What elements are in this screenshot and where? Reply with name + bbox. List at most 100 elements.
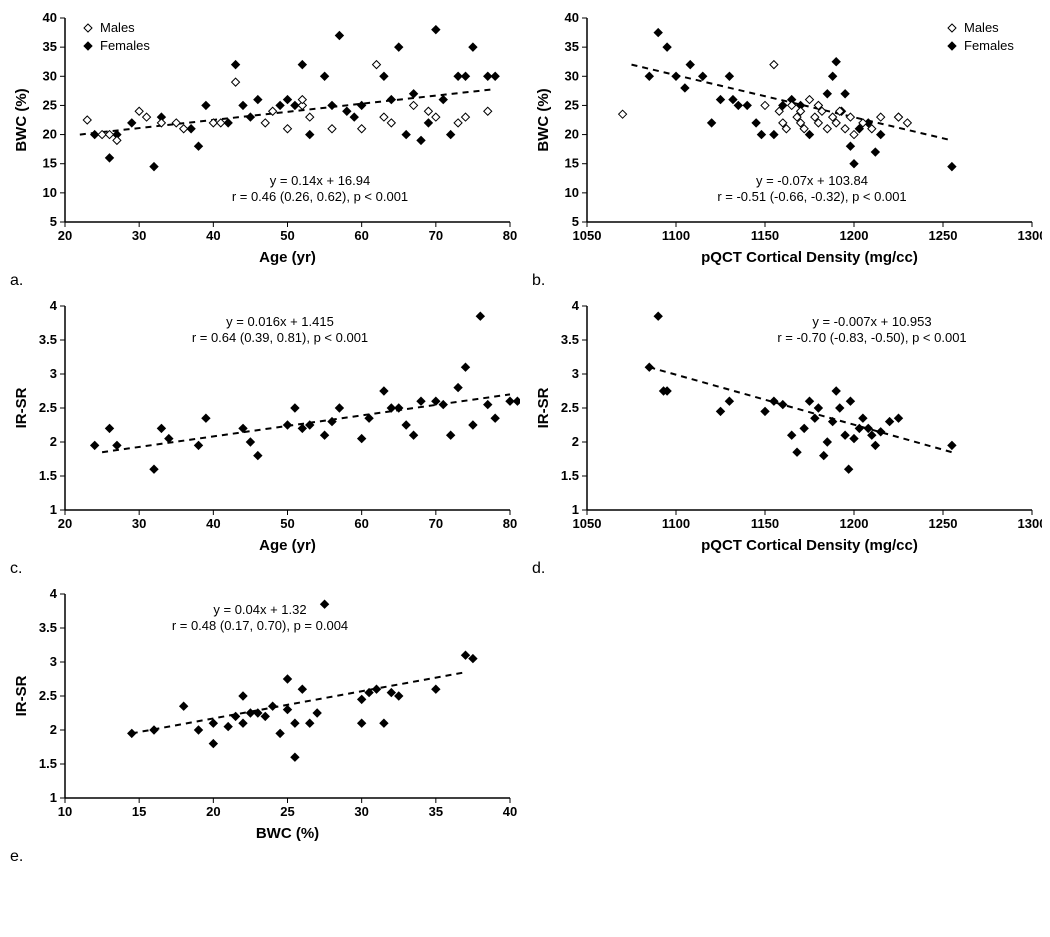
svg-text:3: 3 [50, 366, 57, 381]
svg-text:BWC (%): BWC (%) [535, 88, 552, 151]
svg-text:pQCT Cortical Density (mg/cc): pQCT Cortical Density (mg/cc) [701, 249, 918, 266]
svg-text:20: 20 [58, 228, 72, 243]
svg-text:2: 2 [50, 434, 57, 449]
svg-text:1250: 1250 [929, 516, 958, 531]
svg-text:Males: Males [964, 20, 999, 35]
svg-text:1300: 1300 [1018, 516, 1042, 531]
svg-text:3.5: 3.5 [39, 620, 57, 635]
svg-text:1200: 1200 [840, 516, 869, 531]
svg-text:3.5: 3.5 [39, 332, 57, 347]
svg-text:1100: 1100 [662, 228, 690, 243]
svg-text:20: 20 [565, 127, 579, 142]
chart-e: 1015202530354011.522.533.54BWC (%)IR-SRy… [10, 586, 520, 846]
svg-text:Females: Females [964, 38, 1014, 53]
panel-empty [532, 586, 1042, 866]
svg-text:y = -0.007x + 10.953: y = -0.007x + 10.953 [812, 314, 931, 329]
svg-text:2.5: 2.5 [39, 400, 57, 415]
panel-e-label: e. [10, 848, 520, 866]
svg-text:Age (yr): Age (yr) [259, 249, 316, 266]
svg-text:y = -0.07x + 103.84: y = -0.07x + 103.84 [756, 173, 868, 188]
panel-c: 2030405060708011.522.533.54Age (yr)IR-SR… [10, 298, 520, 578]
svg-text:25: 25 [565, 97, 579, 112]
svg-text:50: 50 [280, 228, 294, 243]
svg-text:60: 60 [354, 228, 368, 243]
svg-text:r = 0.46 (0.26, 0.62), p < 0.0: r = 0.46 (0.26, 0.62), p < 0.001 [232, 189, 408, 204]
svg-text:BWC (%): BWC (%) [13, 88, 30, 151]
svg-text:40: 40 [503, 804, 517, 819]
svg-text:y = 0.04x + 1.32: y = 0.04x + 1.32 [213, 602, 306, 617]
svg-text:4: 4 [572, 298, 580, 313]
svg-text:70: 70 [429, 228, 443, 243]
svg-text:2.5: 2.5 [39, 688, 57, 703]
panel-d-label: d. [532, 560, 1042, 578]
panel-e: 1015202530354011.522.533.54BWC (%)IR-SRy… [10, 586, 520, 866]
svg-text:Males: Males [100, 20, 135, 35]
svg-text:40: 40 [206, 516, 220, 531]
svg-text:30: 30 [43, 68, 57, 83]
svg-text:20: 20 [206, 804, 220, 819]
svg-text:30: 30 [132, 228, 146, 243]
chart-a: 20304050607080510152025303540Age (yr)BWC… [10, 10, 520, 270]
svg-text:10: 10 [58, 804, 72, 819]
svg-text:r = 0.48 (0.17, 0.70), p = 0.0: r = 0.48 (0.17, 0.70), p = 0.004 [172, 618, 348, 633]
svg-text:20: 20 [58, 516, 72, 531]
svg-text:1200: 1200 [840, 228, 869, 243]
panel-a: 20304050607080510152025303540Age (yr)BWC… [10, 10, 520, 290]
svg-text:1150: 1150 [751, 516, 779, 531]
svg-text:1250: 1250 [929, 228, 958, 243]
svg-text:Age (yr): Age (yr) [259, 537, 316, 554]
svg-text:25: 25 [280, 804, 294, 819]
svg-text:2: 2 [50, 722, 57, 737]
svg-text:r = -0.51 (-0.66, -0.32), p <: r = -0.51 (-0.66, -0.32), p < 0.001 [717, 189, 906, 204]
svg-text:1050: 1050 [573, 228, 602, 243]
svg-text:40: 40 [43, 10, 57, 25]
chart-c: 2030405060708011.522.533.54Age (yr)IR-SR… [10, 298, 520, 558]
svg-text:40: 40 [206, 228, 220, 243]
panel-b: 105011001150120012501300510152025303540p… [532, 10, 1042, 290]
svg-text:IR-SR: IR-SR [535, 387, 552, 428]
svg-text:3.5: 3.5 [561, 332, 579, 347]
svg-text:1: 1 [50, 502, 57, 517]
svg-text:25: 25 [43, 97, 57, 112]
svg-text:30: 30 [354, 804, 368, 819]
svg-text:5: 5 [50, 214, 57, 229]
svg-text:r = -0.70 (-0.83, -0.50), p <: r = -0.70 (-0.83, -0.50), p < 0.001 [777, 330, 966, 345]
svg-text:1100: 1100 [662, 516, 690, 531]
panel-c-label: c. [10, 560, 520, 578]
svg-text:r = 0.64 (0.39, 0.81), p < 0.0: r = 0.64 (0.39, 0.81), p < 0.001 [192, 330, 368, 345]
svg-text:3: 3 [572, 366, 579, 381]
svg-text:2.5: 2.5 [561, 400, 579, 415]
svg-text:3: 3 [50, 654, 57, 669]
svg-text:pQCT Cortical Density (mg/cc): pQCT Cortical Density (mg/cc) [701, 537, 918, 554]
svg-text:30: 30 [565, 68, 579, 83]
panel-b-label: b. [532, 272, 1042, 290]
svg-text:80: 80 [503, 228, 517, 243]
svg-text:2: 2 [572, 434, 579, 449]
panel-a-label: a. [10, 272, 520, 290]
svg-text:1300: 1300 [1018, 228, 1042, 243]
svg-text:70: 70 [429, 516, 443, 531]
svg-text:4: 4 [50, 586, 58, 601]
svg-text:40: 40 [565, 10, 579, 25]
svg-text:IR-SR: IR-SR [13, 387, 30, 428]
svg-text:50: 50 [280, 516, 294, 531]
chart-b: 105011001150120012501300510152025303540p… [532, 10, 1042, 270]
svg-text:15: 15 [132, 804, 146, 819]
svg-text:1050: 1050 [573, 516, 602, 531]
svg-text:BWC (%): BWC (%) [256, 825, 319, 842]
svg-text:1150: 1150 [751, 228, 779, 243]
svg-text:y = 0.016x + 1.415: y = 0.016x + 1.415 [226, 314, 334, 329]
svg-text:10: 10 [565, 185, 579, 200]
svg-text:y = 0.14x + 16.94: y = 0.14x + 16.94 [270, 173, 370, 188]
svg-text:35: 35 [43, 39, 57, 54]
svg-text:4: 4 [50, 298, 58, 313]
svg-text:1.5: 1.5 [39, 756, 57, 771]
svg-text:IR-SR: IR-SR [13, 675, 30, 716]
svg-text:15: 15 [565, 156, 579, 171]
svg-text:15: 15 [43, 156, 57, 171]
svg-text:35: 35 [565, 39, 579, 54]
svg-text:30: 30 [132, 516, 146, 531]
svg-text:1.5: 1.5 [561, 468, 579, 483]
svg-text:1.5: 1.5 [39, 468, 57, 483]
svg-text:Females: Females [100, 38, 150, 53]
